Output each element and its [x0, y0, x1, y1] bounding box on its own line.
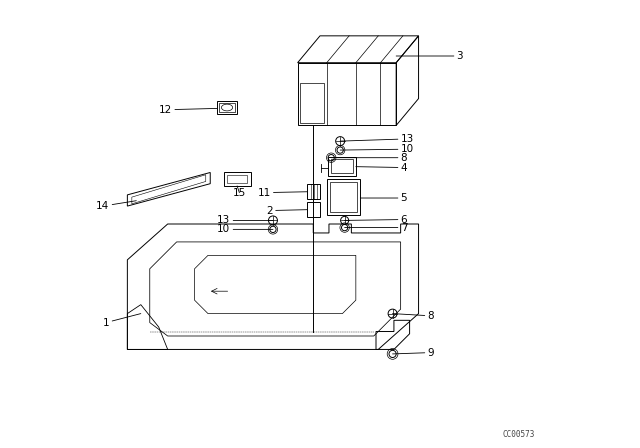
Text: 6: 6	[345, 215, 407, 224]
Text: 3: 3	[396, 51, 463, 61]
Text: 12: 12	[159, 105, 217, 115]
Text: 9: 9	[392, 348, 434, 358]
Text: 7: 7	[345, 223, 407, 233]
Text: 10: 10	[340, 144, 414, 154]
Text: CC00573: CC00573	[502, 430, 535, 439]
Text: 8: 8	[332, 153, 407, 163]
Text: 5: 5	[360, 193, 407, 203]
Text: 1: 1	[103, 314, 141, 327]
Text: 4: 4	[356, 163, 407, 172]
Text: 13: 13	[217, 215, 273, 225]
Text: 11: 11	[257, 188, 307, 198]
Text: 15: 15	[233, 186, 246, 198]
Text: 14: 14	[96, 201, 136, 211]
Text: 10: 10	[217, 224, 273, 234]
Text: 2: 2	[266, 206, 307, 215]
Text: 13: 13	[340, 134, 414, 144]
Text: 8: 8	[392, 311, 434, 321]
